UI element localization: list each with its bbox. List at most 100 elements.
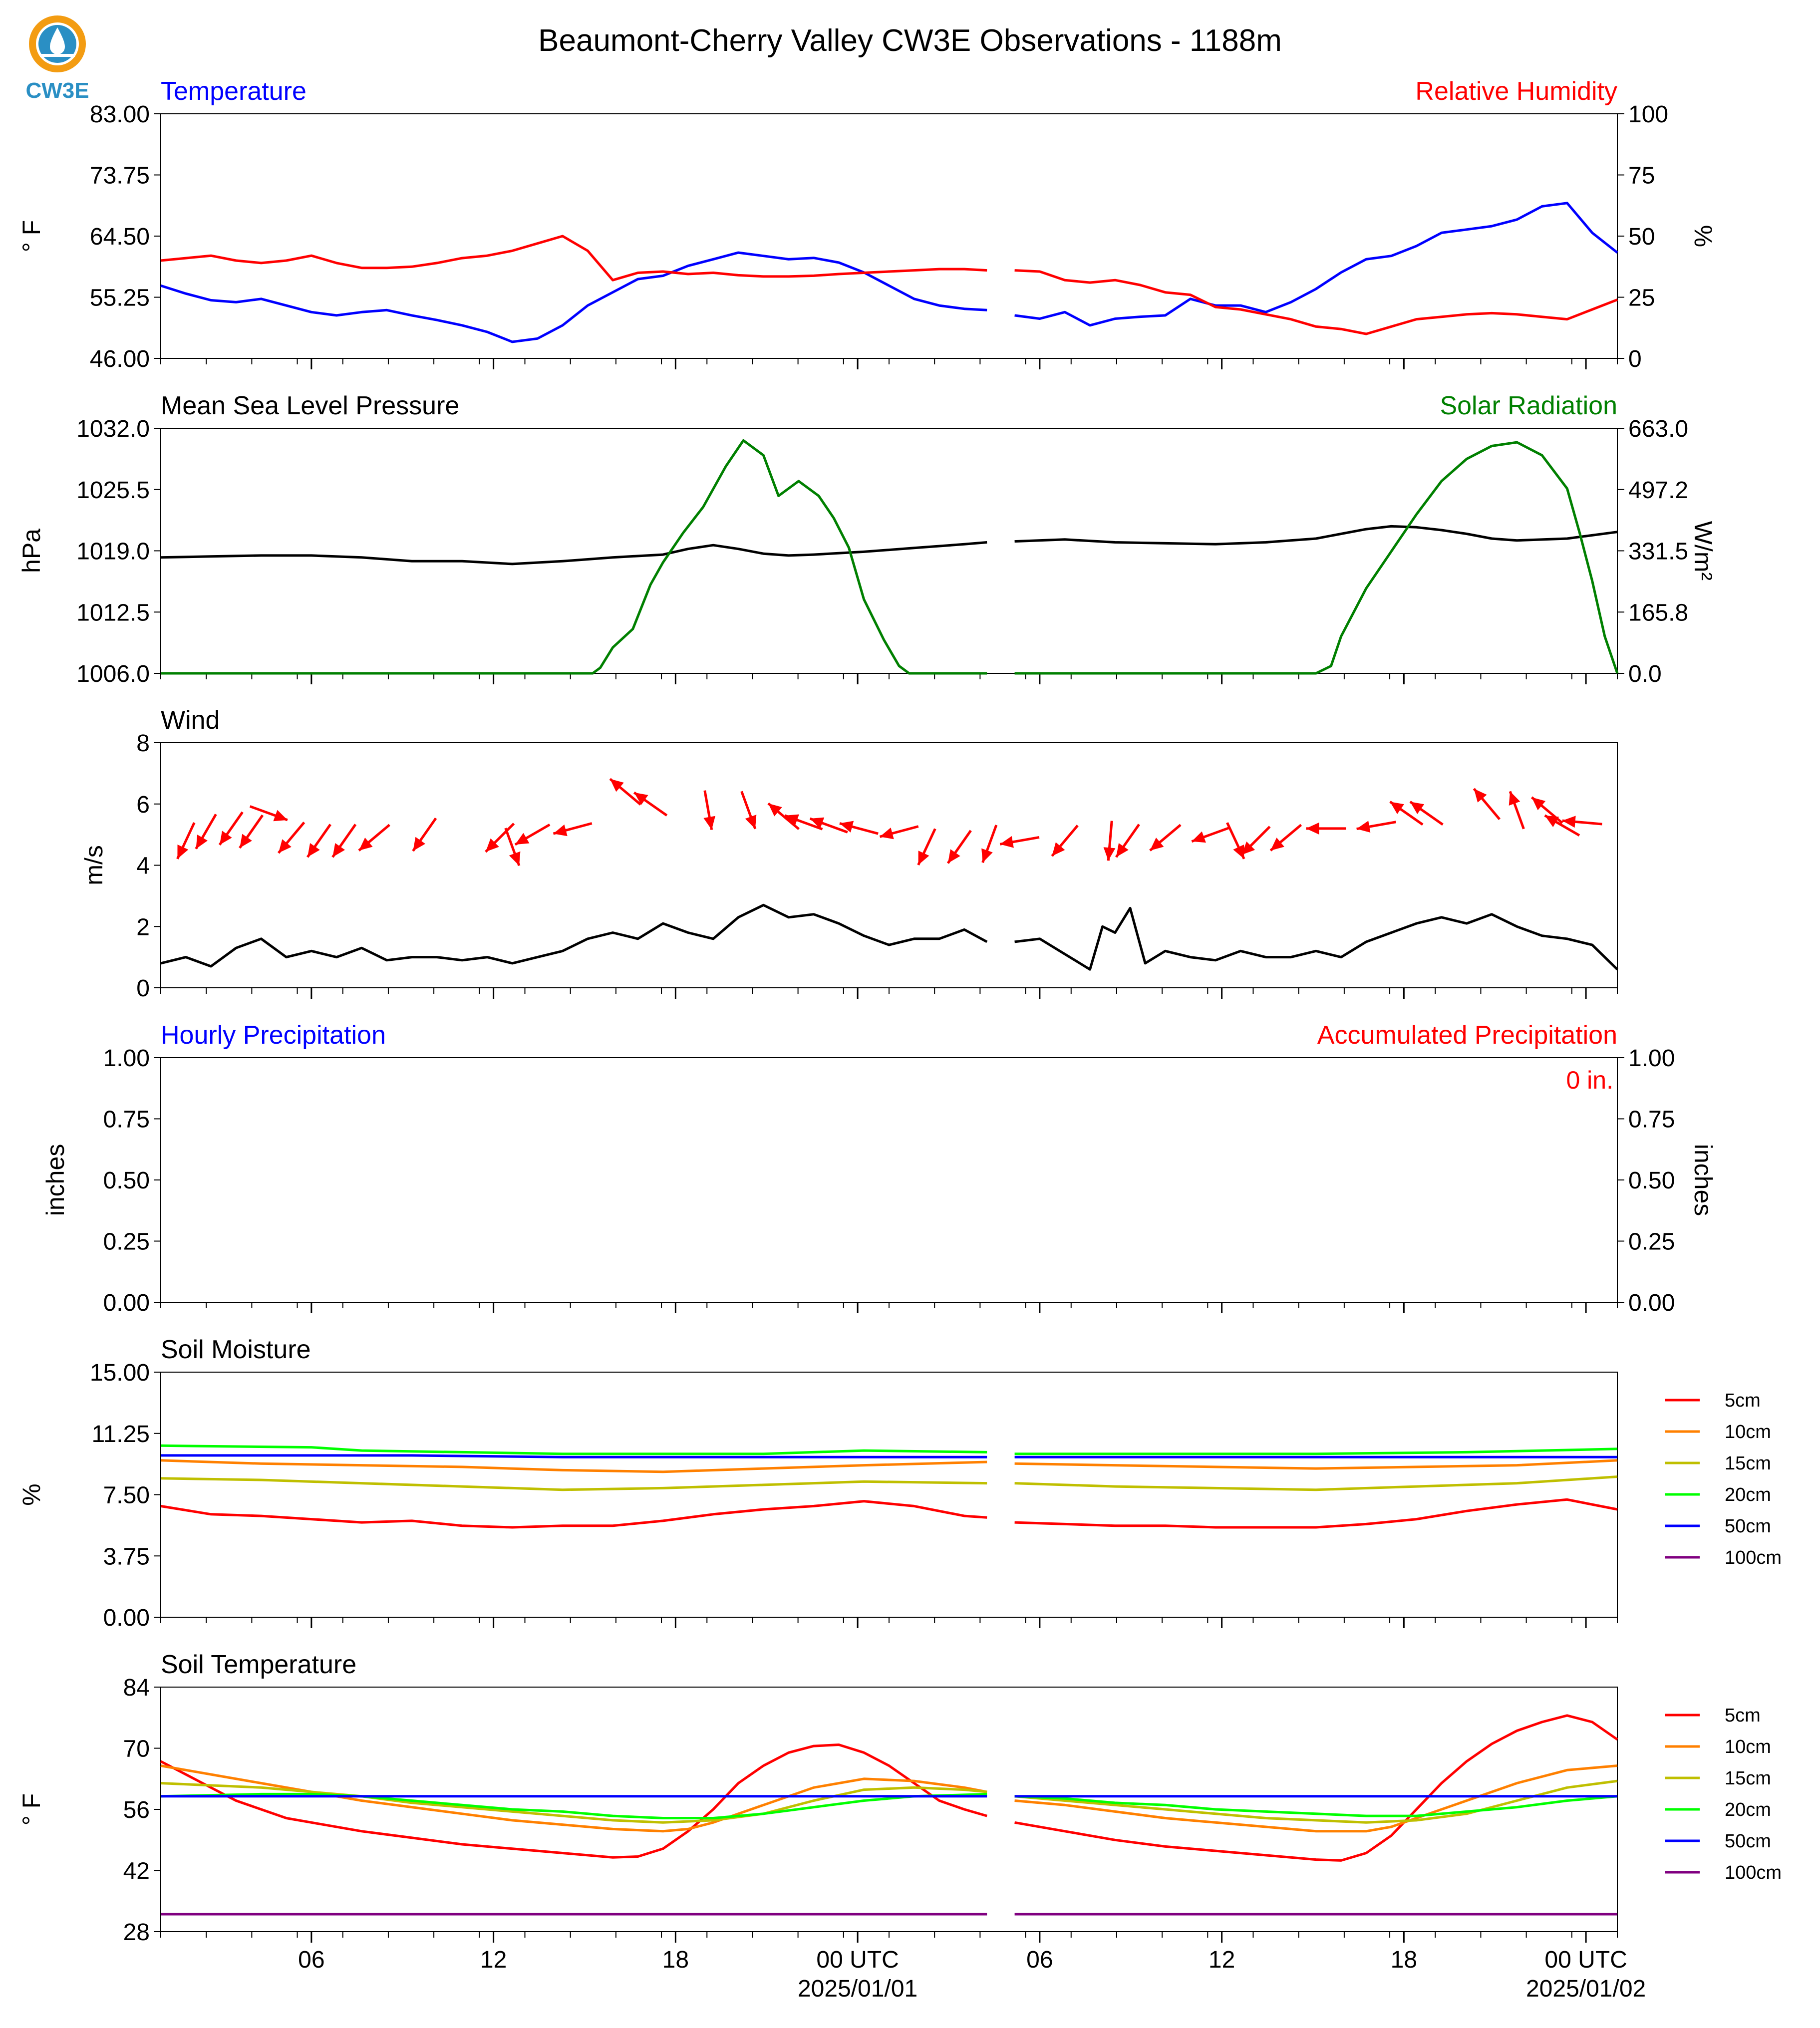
logo-wave-icon [40, 54, 75, 57]
wind-arrow-head [515, 833, 530, 845]
wind-arrow-head [485, 838, 499, 852]
wind-arrow [412, 817, 437, 852]
y-tick-label-right: 50 [1628, 224, 1655, 250]
wind-arrow-head [307, 843, 320, 858]
wind-arrow [1306, 822, 1346, 835]
wind-arrow-head [177, 845, 189, 859]
y-tick-label: 0.00 [103, 1290, 150, 1316]
series-line-10cm [160, 1459, 1618, 1473]
legend-label: 5cm [1725, 1705, 1761, 1726]
wind-arrow [195, 814, 217, 850]
y-tick-label-right: 0.25 [1628, 1229, 1675, 1255]
panel-soil_temperature: 28 42 56 70 84 Soil Temperature ° F 5cm 10cm 15cm… [17, 1650, 1782, 2002]
logo-drop-icon [50, 27, 65, 54]
y-tick-label-right: 75 [1628, 163, 1655, 189]
wind-arrow [1409, 801, 1444, 826]
wind-arrow-head [1103, 847, 1116, 861]
wind-arrow [504, 828, 521, 867]
series-line-15cm [160, 1475, 1618, 1491]
wind-arrow [514, 823, 551, 846]
wind-arrow [879, 825, 919, 840]
panel-title-left: Temperature [161, 77, 306, 106]
y-tick-label: 8 [136, 730, 150, 757]
y-tick-label: 0.75 [103, 1107, 150, 1133]
y-tick-label: 1.00 [103, 1045, 150, 1072]
wind-arrow-head [1233, 845, 1244, 859]
y-tick-label: 83.00 [90, 101, 150, 128]
wind-arrow [784, 814, 823, 831]
wind-arrow [740, 791, 757, 830]
panel-wind: 0 2 4 6 8 Wind m/s [80, 706, 1618, 1002]
wind-arrow-head [278, 839, 292, 853]
wind-arrow-head [634, 792, 648, 805]
wind-arrow [249, 805, 288, 822]
y-tick-label: 46.00 [90, 346, 150, 372]
series-line-50cm [161, 1454, 1617, 1458]
wind-arrow-head [1116, 843, 1129, 858]
y-axis-label: hPa [17, 529, 45, 573]
panel-temp_rh: 46.00 55.25 64.50 73.75 83.00 0 25 50 75 100 Tempe… [17, 77, 1717, 372]
y-tick-label: 1019.0 [76, 539, 150, 565]
panel-title-right: Accumulated Precipitation [1317, 1021, 1617, 1050]
wind-arrow [1226, 822, 1245, 860]
x-tick-label: 12 [1209, 1947, 1235, 1973]
wind-arrow-head [1509, 791, 1520, 806]
wind-arrow [176, 822, 196, 860]
x-tick-label: 00 UTC [1544, 1947, 1627, 1973]
wind-arrow [1149, 824, 1182, 852]
y-tick-label-right: 165.8 [1628, 599, 1688, 626]
x-date-label: 2025/01/02 [1526, 1976, 1646, 2002]
accum-annotation: 0 in. [1566, 1066, 1613, 1094]
y-tick-label: 6 [136, 792, 150, 818]
y-tick-label: 11.25 [91, 1421, 150, 1448]
y-tick-label: 73.75 [90, 163, 150, 189]
wind-arrow [703, 790, 716, 830]
y-tick-label: 2 [136, 914, 150, 940]
wind-arrow [609, 778, 641, 806]
page-title: Beaumont-Cherry Valley CW3E Observations… [538, 23, 1282, 58]
legend-label: 100cm [1725, 1547, 1782, 1568]
y-tick-label-right: 0.50 [1628, 1167, 1675, 1194]
wind-arrow-head [509, 851, 521, 866]
wind-arrow [1240, 826, 1271, 856]
y-tick-label: 42 [123, 1858, 150, 1885]
series-line-5cm [160, 1714, 1618, 1862]
panel-title-left: Wind [161, 706, 220, 735]
wind-arrow-head [1192, 831, 1206, 843]
wind-arrow-head [918, 851, 929, 865]
y-axis-label: % [17, 1483, 45, 1505]
y-axis-label: m/s [80, 845, 108, 885]
series-line-left [160, 903, 1618, 971]
wind-arrow [358, 824, 390, 852]
y-tick-label-right: 0.00 [1628, 1290, 1675, 1316]
wind-arrow-head [1390, 802, 1404, 814]
y-tick-label: 1006.0 [76, 661, 150, 687]
wind-arrow-head [413, 837, 426, 851]
wind-arrow [999, 836, 1040, 848]
legend-label: 10cm [1725, 1737, 1771, 1757]
y-axis-label: ° F [17, 220, 45, 252]
wind-arrow-head [1531, 797, 1546, 811]
y-axis-label: inches [41, 1144, 69, 1216]
panel-title-left: Soil Moisture [161, 1335, 311, 1364]
y-tick-label: 1032.0 [76, 416, 150, 442]
legend-label: 50cm [1725, 1831, 1771, 1852]
y-tick-label-right: 663.0 [1628, 416, 1688, 442]
y-tick-label-right: 331.5 [1628, 539, 1688, 565]
wind-arrow-head [1000, 836, 1014, 848]
wind-arrow-head [332, 843, 345, 858]
wind-arrow-head [273, 810, 288, 822]
y-tick-label: 1012.5 [76, 599, 150, 626]
wind-arrow-head [610, 779, 624, 792]
panel-title-left: Hourly Precipitation [161, 1021, 386, 1050]
panel-precip: 0.00 0.25 0.50 0.75 1.00 0.00 0.25 0.50 0.75 1.00… [41, 1021, 1717, 1316]
y-tick-label: 1025.5 [76, 477, 150, 504]
wind-arrow [1562, 816, 1602, 828]
y-tick-label: 64.50 [90, 224, 150, 250]
wind-arrow-head [1410, 802, 1425, 814]
wind-arrow [809, 817, 848, 834]
wind-arrow-head [358, 838, 373, 851]
y-axis-label-right: W/m² [1689, 521, 1717, 580]
y-axis-label-right: inches [1689, 1144, 1717, 1216]
